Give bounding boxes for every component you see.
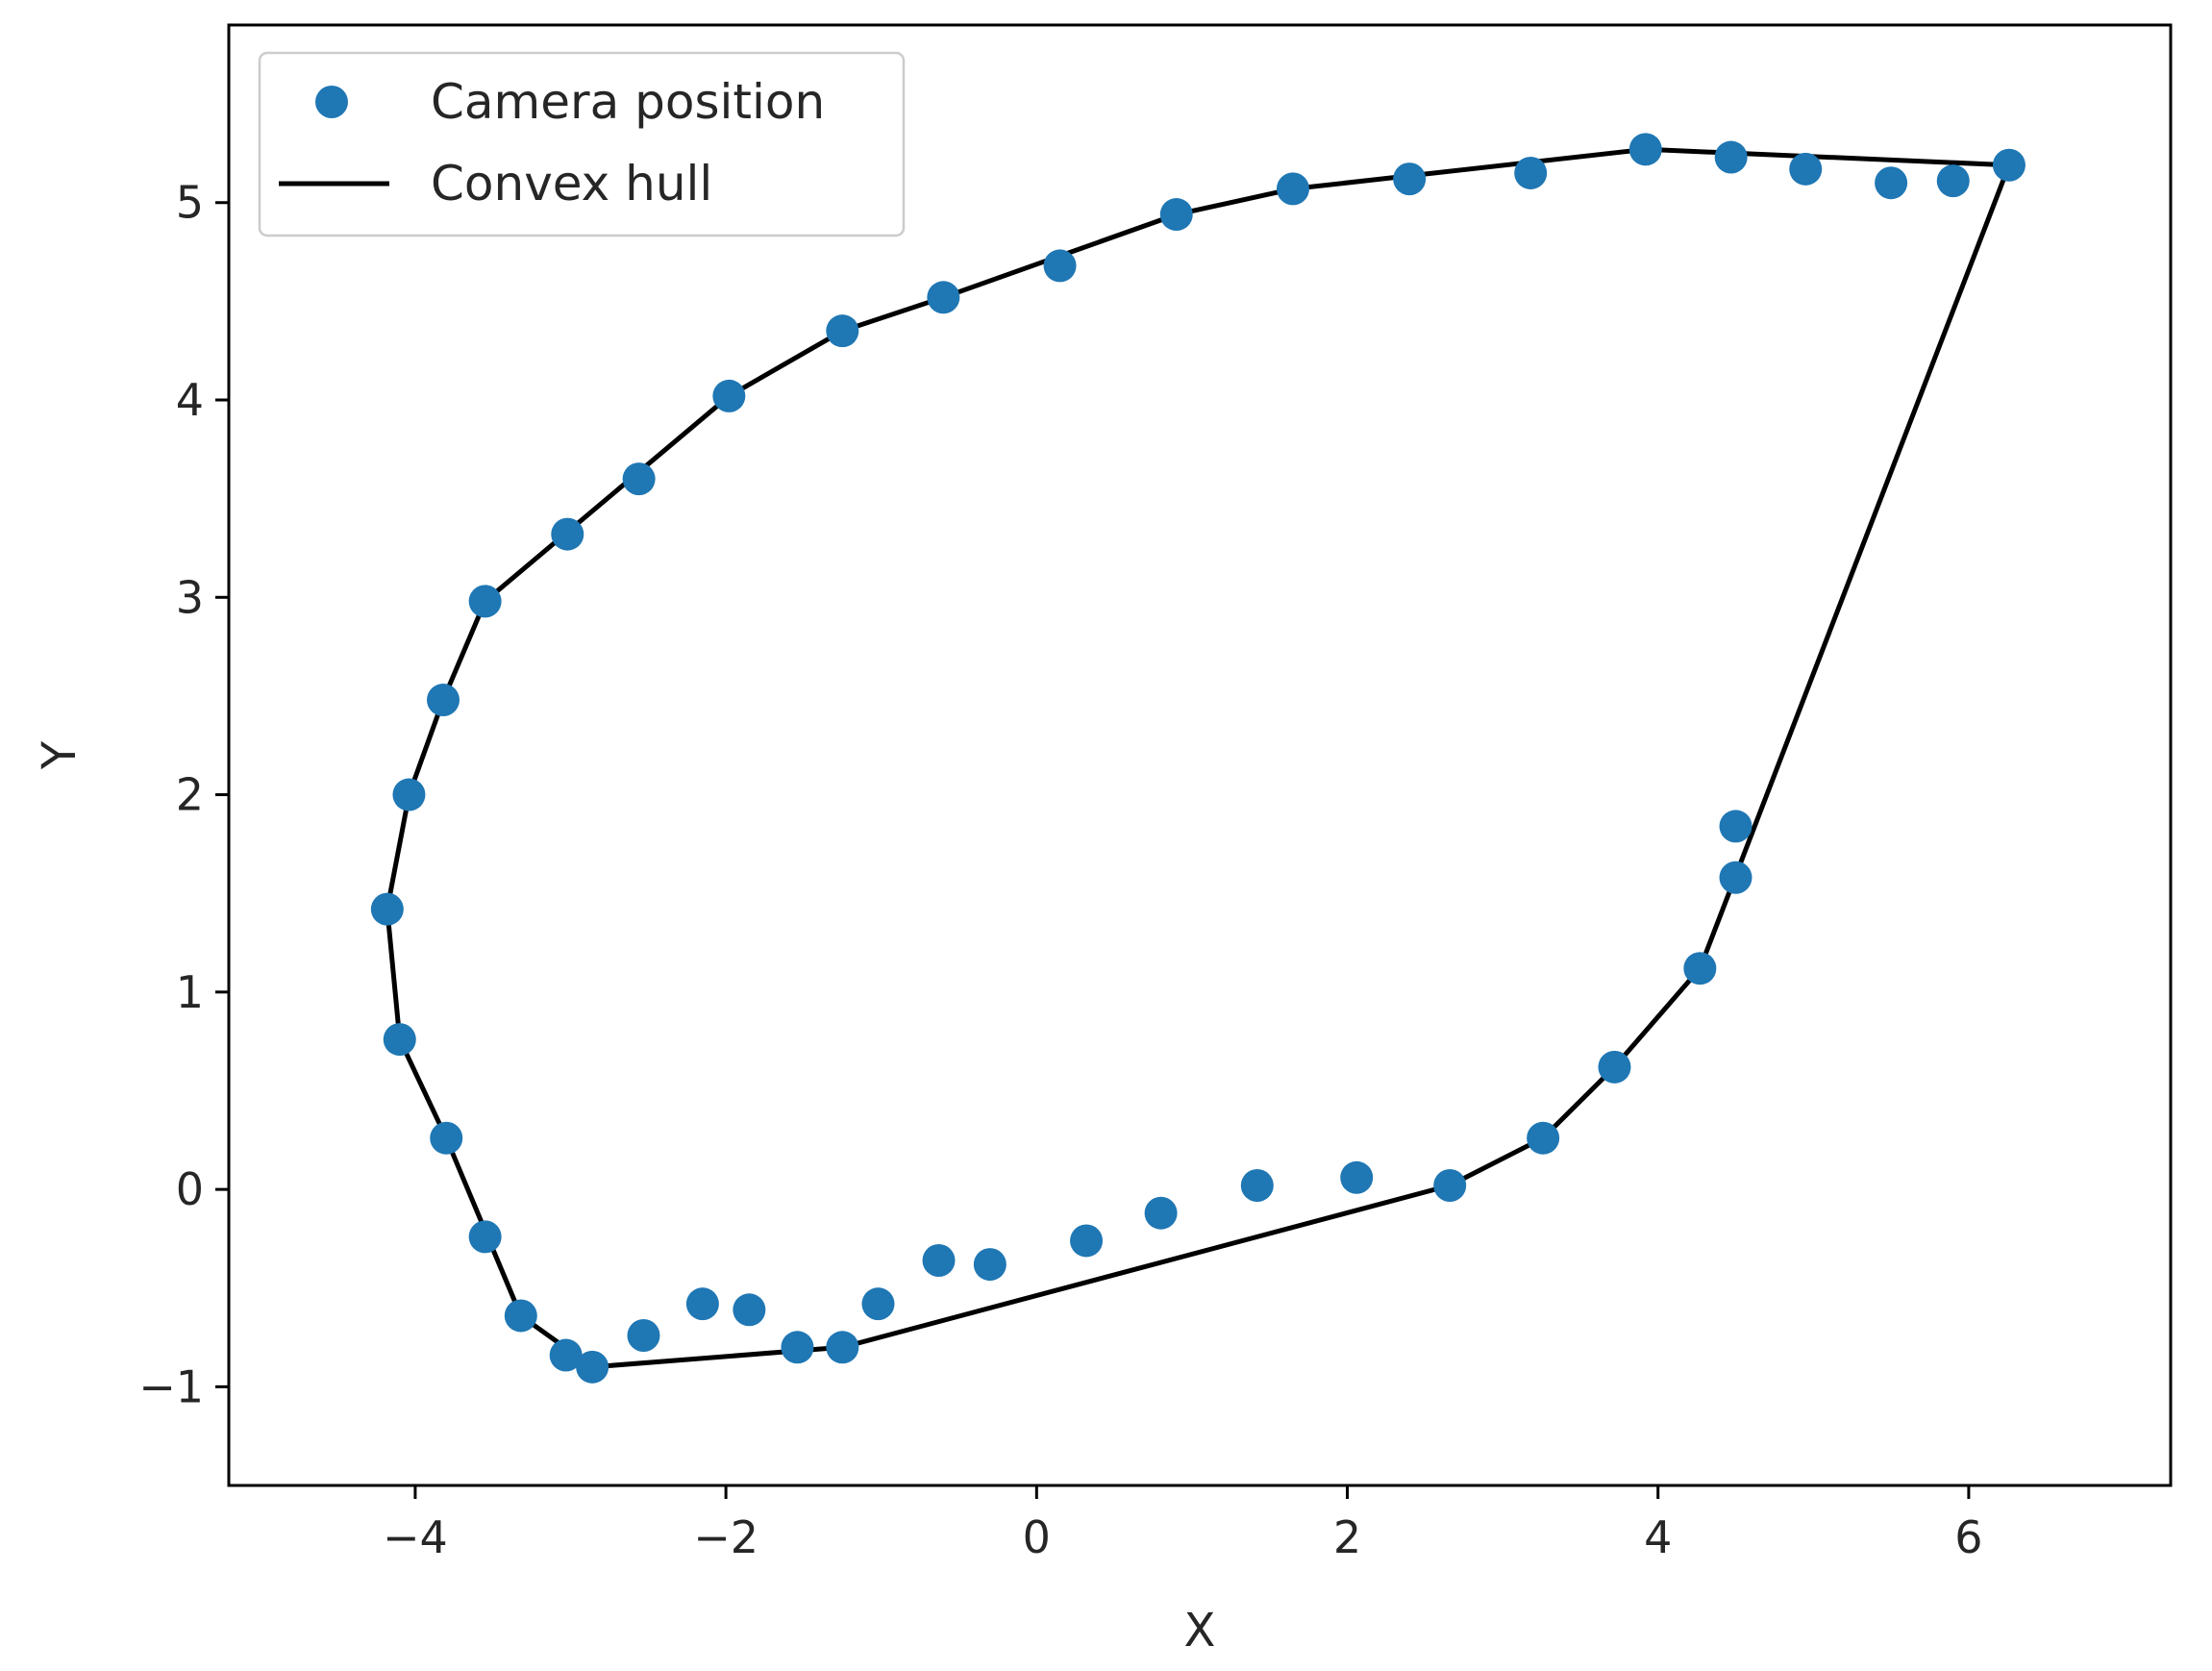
camera-position-point — [1598, 1050, 1631, 1084]
camera-position-point — [430, 1121, 463, 1155]
camera-position-point — [781, 1331, 814, 1364]
camera-position-point — [622, 462, 656, 496]
legend-marker-camera-position — [315, 86, 348, 118]
camera-points-layer — [370, 133, 2026, 1384]
camera-position-point — [1433, 1168, 1467, 1202]
camera-position-point — [1043, 249, 1077, 283]
camera-position-point — [1992, 148, 2026, 182]
camera-position-point — [685, 1287, 719, 1321]
camera-position-point — [627, 1318, 660, 1352]
camera-position-point — [1719, 860, 1752, 894]
x-axis-ticks: −4 −2 0 2 4 6 — [383, 1485, 1983, 1563]
legend-box — [258, 51, 906, 237]
camera-position-point — [927, 281, 960, 314]
camera-position-point — [1719, 810, 1752, 843]
camera-position-point — [549, 1338, 583, 1372]
camera-position-point — [1276, 172, 1309, 206]
x-tick-label: 2 — [1333, 1511, 1361, 1563]
y-tick-label: 4 — [176, 374, 204, 426]
camera-position-point — [468, 585, 502, 618]
camera-position-point — [370, 892, 404, 926]
y-axis-label: Y — [33, 740, 87, 770]
camera-position-point — [712, 379, 746, 412]
camera-position-point — [826, 314, 859, 348]
y-tick-label: 5 — [176, 177, 204, 229]
x-tick-label: −2 — [693, 1511, 758, 1563]
y-axis-ticks: −1 0 1 2 3 4 5 — [138, 177, 229, 1412]
camera-position-point — [383, 1023, 416, 1057]
camera-position-point — [1628, 133, 1662, 166]
convex-hull-line — [385, 146, 2012, 1370]
camera-position-point — [1875, 166, 1908, 200]
x-tick-label: 4 — [1644, 1511, 1672, 1563]
camera-position-point — [1789, 152, 1823, 186]
y-tick-label: 2 — [176, 769, 204, 821]
plot-area-frame — [227, 23, 2173, 1487]
legend-label-camera-position: Camera position — [431, 74, 825, 130]
camera-position-point — [861, 1287, 895, 1321]
y-tick-label: 0 — [176, 1163, 204, 1215]
camera-position-point — [1070, 1224, 1104, 1258]
camera-position-point — [1144, 1196, 1178, 1230]
camera-position-point — [1240, 1168, 1274, 1202]
camera-position-point — [468, 1220, 502, 1254]
camera-position-point — [733, 1293, 766, 1327]
x-tick-label: 6 — [1954, 1511, 1982, 1563]
camera-position-point — [1936, 164, 1970, 198]
x-tick-label: 0 — [1023, 1511, 1051, 1563]
x-axis-label: X — [1184, 1604, 1216, 1658]
camera-position-point — [392, 778, 426, 811]
convex-hull-layer — [385, 146, 2012, 1370]
camera-position-point — [1527, 1121, 1560, 1155]
camera-position-point — [427, 684, 460, 717]
camera-position-point — [1514, 156, 1548, 189]
legend: Camera position Convex hull — [258, 51, 906, 237]
camera-position-point — [1340, 1160, 1374, 1194]
x-tick-label: −4 — [383, 1511, 448, 1563]
camera-position-point — [1159, 198, 1193, 232]
camera-position-point — [504, 1299, 537, 1333]
camera-position-point — [1683, 952, 1717, 985]
y-tick-label: −1 — [138, 1360, 204, 1412]
y-tick-label: 1 — [176, 966, 204, 1018]
camera-position-point — [1714, 140, 1748, 174]
camera-position-point — [551, 517, 584, 551]
camera-position-point — [922, 1243, 956, 1277]
camera-position-point — [1393, 162, 1427, 196]
y-tick-label: 3 — [176, 571, 204, 623]
camera-position-point — [973, 1248, 1007, 1282]
camera-position-point — [826, 1331, 859, 1364]
legend-label-convex-hull: Convex hull — [431, 156, 712, 212]
camera-position-point — [576, 1350, 609, 1384]
